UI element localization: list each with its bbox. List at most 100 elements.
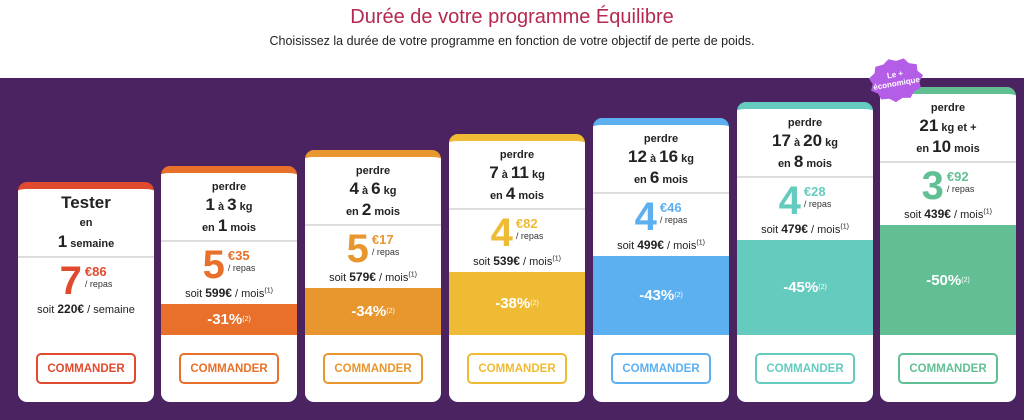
period: / mois: [523, 256, 553, 268]
goal-line: en 8 mois: [737, 152, 873, 172]
goal-text: kg et +: [938, 122, 977, 135]
pricing-card: perdre 21 kg et + en 10 mois 3 €92/ repas …: [880, 87, 1016, 402]
goal-text: kg: [822, 137, 838, 150]
price-integer: 5: [202, 243, 225, 287]
pricing-card: perdre 12 à 16 kg en 6 mois 4 €46/ repas s…: [593, 118, 729, 402]
card-price: 4 €82/ repas soit 539€ / mois(1): [449, 210, 585, 272]
price-per: / repas: [946, 184, 975, 194]
footnote-1: (1): [983, 208, 992, 216]
footnote-2: (2): [961, 276, 970, 284]
commander-button[interactable]: COMMANDER: [898, 353, 998, 384]
footnote-1: (1): [552, 255, 561, 263]
goal-line: en: [18, 213, 154, 231]
price-cents: €35: [227, 248, 250, 263]
goal-text: 4: [349, 179, 359, 199]
goal-text: en: [489, 189, 506, 202]
goal-text: en: [916, 142, 933, 155]
card-goal: perdre 1 à 3 kg en 1 mois: [161, 173, 297, 242]
goal-line: perdre: [161, 177, 297, 195]
period: / mois: [667, 240, 697, 252]
goal-text: perdre: [643, 132, 679, 145]
price-integer: 4: [634, 195, 657, 239]
price-per: / repas: [84, 279, 113, 289]
goal-text: mois: [227, 221, 257, 234]
price-per: / repas: [371, 247, 400, 257]
commander-button[interactable]: COMMANDER: [467, 353, 567, 384]
goal-text: en: [201, 221, 218, 234]
goal-text: 1: [205, 195, 215, 215]
discount-value: -31%: [207, 311, 243, 328]
discount-value: -34%: [351, 303, 387, 320]
goal-line: perdre: [305, 161, 441, 179]
total-price: 579€: [349, 270, 376, 284]
card-goal: perdre 12 à 16 kg en 6 mois: [593, 125, 729, 194]
goal-text: kg: [678, 153, 694, 166]
goal-text: kg: [528, 169, 545, 182]
goal-text: 2: [361, 199, 372, 219]
goal-line: en 10 mois: [880, 137, 1016, 157]
goal-text: perdre: [355, 164, 391, 177]
goal-text: 20: [803, 131, 823, 151]
goal-line: 1 à 3 kg: [161, 195, 297, 215]
goal-line: perdre: [449, 145, 585, 163]
goal-text: 1: [57, 231, 68, 251]
pricing-card: perdre 7 à 11 kg en 4 mois 4 €82/ repas so…: [449, 134, 585, 402]
goal-text: semaine: [67, 237, 115, 250]
economique-badge: Le + économique: [865, 53, 928, 106]
period: / mois: [379, 272, 409, 284]
period: / mois: [954, 209, 984, 221]
total-price: 539€: [493, 254, 520, 268]
footnote-2: (2): [242, 316, 251, 323]
pricing-card: perdre 4 à 6 kg en 2 mois 5 €17/ repas soi…: [305, 150, 441, 402]
starburst-icon: [868, 58, 924, 103]
commander-button[interactable]: COMMANDER: [36, 353, 136, 384]
goal-text: en: [79, 217, 93, 230]
footnote-1: (1): [840, 223, 849, 231]
soit-label: soit: [329, 272, 347, 284]
goal-text: en: [777, 157, 794, 170]
commander-button[interactable]: COMMANDER: [323, 353, 423, 384]
discount-value: -50%: [926, 271, 962, 289]
price-integer: 7: [59, 259, 82, 303]
goal-text: en: [345, 205, 362, 218]
goal-text: perdre: [930, 101, 966, 114]
goal-line: Tester: [18, 193, 154, 213]
pricing-card: perdre 17 à 20 kg en 8 mois 4 €28/ repas s…: [737, 102, 873, 402]
goal-text: kg: [236, 201, 253, 214]
card-goal: perdre 21 kg et + en 10 mois: [880, 94, 1016, 163]
price-per: / repas: [659, 215, 688, 225]
total-price: 499€: [637, 238, 664, 252]
goal-text: en: [633, 173, 650, 186]
goal-line: perdre: [880, 98, 1016, 116]
goal-text: perdre: [787, 116, 823, 129]
total-price: 439€: [924, 207, 951, 221]
goal-text: mois: [803, 157, 833, 170]
discount-value: -38%: [495, 295, 531, 312]
card-goal: perdre 7 à 11 kg en 4 mois: [449, 141, 585, 210]
page-subtitle: Choisissez la durée de votre programme e…: [269, 34, 755, 48]
goal-text: 11: [510, 163, 529, 183]
goal-line: en 1 mois: [161, 216, 297, 236]
goal-text: à: [214, 201, 228, 214]
goal-line: 7 à 11 kg: [449, 163, 585, 183]
goal-text: 12: [628, 147, 647, 167]
discount-band: -45% (2): [737, 240, 873, 335]
goal-text: Tester: [61, 192, 111, 212]
goal-text: mois: [951, 142, 980, 155]
goal-text: 17: [772, 131, 791, 151]
card-goal: perdre 4 à 6 kg en 2 mois: [305, 157, 441, 226]
total-price: 220€: [57, 302, 85, 316]
goal-text: 6: [371, 179, 381, 199]
goal-text: 21: [919, 116, 939, 136]
goal-text: 10: [932, 136, 952, 156]
price-integer: 5: [346, 227, 369, 271]
goal-text: 7: [489, 163, 499, 183]
commander-button[interactable]: COMMANDER: [179, 353, 279, 384]
card-price: 5 €17/ repas soit 579€ / mois(1): [305, 226, 441, 288]
commander-button[interactable]: COMMANDER: [755, 353, 855, 384]
goal-text: 3: [227, 195, 237, 215]
commander-button[interactable]: COMMANDER: [611, 353, 711, 384]
price-cents: €28: [803, 184, 826, 199]
page-title: Durée de votre programme Équilibre: [350, 6, 674, 28]
soit-label: soit: [904, 209, 922, 221]
